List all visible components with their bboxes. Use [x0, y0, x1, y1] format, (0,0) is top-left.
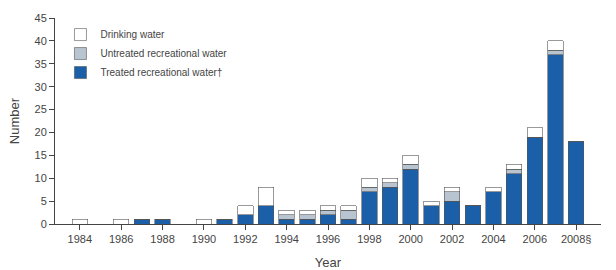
- svg-text:30: 30: [35, 81, 47, 93]
- svg-text:40: 40: [35, 35, 47, 47]
- svg-text:10: 10: [35, 172, 47, 184]
- svg-text:2002: 2002: [440, 233, 464, 245]
- svg-text:Year: Year: [315, 255, 342, 270]
- svg-text:Number: Number: [7, 97, 22, 144]
- svg-text:1996: 1996: [316, 233, 340, 245]
- svg-text:5: 5: [41, 195, 47, 207]
- svg-text:1988: 1988: [150, 233, 174, 245]
- svg-text:20: 20: [35, 126, 47, 138]
- svg-text:2000: 2000: [398, 233, 422, 245]
- svg-text:25: 25: [35, 103, 47, 115]
- svg-text:1984: 1984: [68, 233, 92, 245]
- svg-text:Drinking water: Drinking water: [100, 29, 165, 40]
- svg-text:1992: 1992: [233, 233, 257, 245]
- svg-text:2004: 2004: [481, 233, 505, 245]
- svg-text:0: 0: [41, 218, 47, 230]
- svg-text:1986: 1986: [109, 233, 133, 245]
- svg-text:1990: 1990: [192, 233, 216, 245]
- svg-text:35: 35: [35, 58, 47, 70]
- svg-text:2008§: 2008§: [561, 233, 592, 245]
- svg-text:45: 45: [35, 12, 47, 24]
- svg-text:1994: 1994: [274, 233, 298, 245]
- svg-text:Untreated recreational water: Untreated recreational water: [100, 48, 227, 59]
- svg-text:15: 15: [35, 149, 47, 161]
- svg-text:2006: 2006: [523, 233, 547, 245]
- svg-text:Treated recreational water†: Treated recreational water†: [100, 67, 222, 78]
- svg-text:1998: 1998: [357, 233, 381, 245]
